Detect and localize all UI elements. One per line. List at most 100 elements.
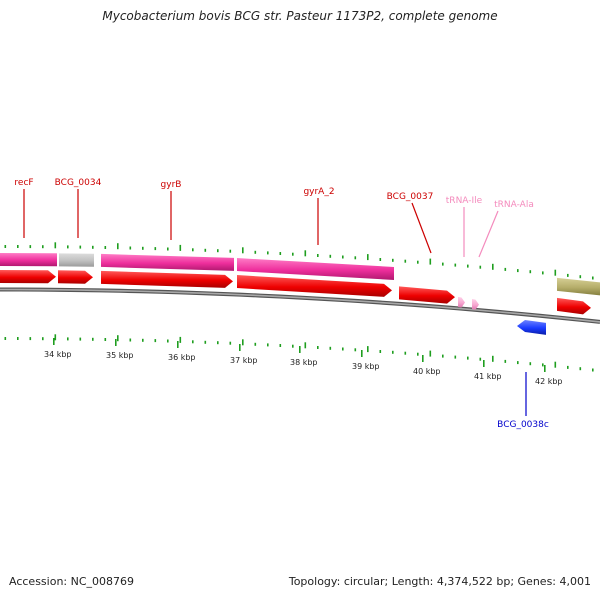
outer-scale-tick [542,271,544,275]
inner-scale-tick [279,344,282,347]
inner-scale-tick [467,356,469,360]
inner-scale-tick [529,362,532,366]
cds-gyrB [101,270,233,288]
outer-scale-tick [467,264,469,268]
outer-scale-tick [79,245,82,249]
scale-major-tick [239,344,241,351]
outer-scale-tick [492,263,494,270]
inner-scale-tick [567,365,569,369]
feature-label-BCG_0034: BCG_0034 [55,178,102,188]
outer-scale-tick [192,248,194,252]
scale-label: 38 kbp [290,358,318,367]
inner-scale-tick [392,350,394,354]
leader-line-tRNA-Ala [478,210,499,258]
inner-scale-tick [417,352,419,356]
outer-scale-tick [317,254,319,257]
scale-major-tick [483,360,485,367]
scale-major-tick [361,350,363,357]
scale-label: 35 kbp [106,351,134,360]
scale-label: 36 kbp [168,353,196,362]
outer-scale-tick [442,262,444,266]
outer-scale-tick [142,246,144,250]
outer-scale-tick [167,247,169,251]
feature-label-BCG_0038c: BCG_0038c [497,420,549,430]
inner-scale-tick [292,344,294,348]
outer-scale-tick [342,255,344,259]
scale-label: 34 kbp [44,350,72,359]
outer-scale-tick [217,249,219,253]
feature-label-gyrA_2: gyrA_2 [303,187,334,197]
inner-scale-tick [429,350,432,357]
inner-scale-tick [92,337,94,341]
inner-scale-tick [242,339,244,346]
outer-scale-tick [404,259,407,263]
inner-scale-tick [17,337,19,340]
inner-scale-tick [217,341,219,345]
outer-scale-tick [529,270,532,274]
outer-scale-tick [304,250,307,257]
inner-scale-tick [317,346,319,349]
inner-scale-tick [79,337,82,341]
trna-Ile-arrow [458,296,465,308]
inner-scale-tick [379,350,382,353]
cds-right-edge [557,297,591,315]
outer-scale-tick [367,254,369,261]
leader-line-BCG_0037 [411,202,432,254]
outer-scale-tick [117,243,119,250]
outer-scale-tick [429,258,432,265]
inner-scale-tick [204,340,207,344]
inner-scale-tick [454,355,457,359]
outer-scale-tick [379,258,382,261]
scale-major-tick [422,355,424,362]
inner-scale-tick [304,342,307,349]
inner-scale-tick [104,338,107,341]
outer-scale-tick [92,245,94,249]
backbone-shadow [0,287,600,324]
inner-scale-tick [504,359,507,363]
feature-label-BCG_0037: BCG_0037 [387,192,434,202]
inner-scale-tick [342,347,344,351]
outer-scale-tick [392,258,394,262]
outer-scale-tick [454,263,457,267]
feature-label-tRNA-Ile: tRNA-Ile [446,196,483,206]
inner-scale-tick [542,363,544,367]
inner-scale-tick [267,343,269,347]
cds-BCG_0034 [58,270,93,284]
outer-scale-tick [129,246,132,250]
inner-scale-tick [167,339,169,343]
inner-scale-tick [442,354,444,358]
outer-scale-tick [267,251,269,255]
cds-recF [0,270,56,284]
inner-scale-tick [42,337,44,341]
outer-scale-tick [292,252,294,256]
map-title: Mycobacterium bovis BCG str. Pasteur 117… [102,9,498,23]
outer-scale-tick [517,269,519,273]
gene-gyrB [101,253,234,271]
inner-scale-tick [329,346,332,350]
outer-scale-tick [29,245,32,249]
inner-scale-tick [154,339,157,343]
inner-scale-tick [479,357,482,361]
scale-label: 42 kbp [535,377,563,386]
outer-scale-tick [479,265,482,269]
inner-scale-tick [404,351,407,355]
outer-scale-tick [104,246,107,249]
gene-BCG_0034 [59,253,94,267]
outer-scale-tick [279,252,282,255]
outer-scale-tick [4,245,7,248]
outer-scale-tick [329,254,332,258]
inner-scale-tick [4,337,7,340]
genome-summary: Topology: circular; Length: 4,374,522 bp… [288,575,591,588]
outer-scale-tick [567,273,569,277]
feature-label-tRNA-Ala: tRNA-Ala [494,200,534,210]
backbone [0,288,600,323]
scale-major-tick [177,341,179,348]
scale-major-tick [544,365,546,372]
inner-scale-tick [117,335,119,342]
gene-gyrA_2 [237,258,394,280]
inner-scale-tick [229,341,232,345]
scale-major-tick [53,338,55,345]
inner-scale-tick [492,355,494,362]
outer-scale-tick [579,275,582,279]
